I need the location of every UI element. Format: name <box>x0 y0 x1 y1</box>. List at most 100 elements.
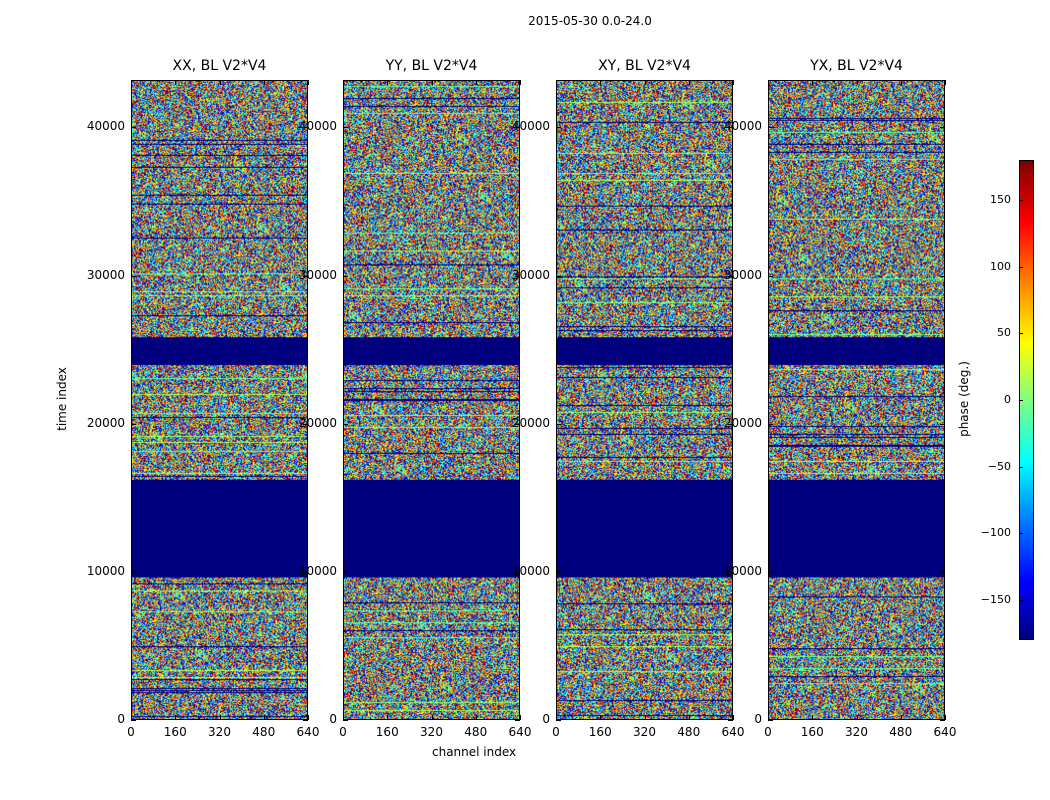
heatmap-panel-yy <box>343 80 520 720</box>
colorbar-tick-label: 100 <box>990 259 1011 273</box>
heatmap-panel-xy <box>556 80 733 720</box>
x-tick-label: 480 <box>889 725 913 739</box>
y-tick-label: 10000 <box>298 563 337 578</box>
colorbar-tick-mark <box>1019 467 1023 468</box>
y-tick-mark <box>131 276 136 277</box>
heatmap-panel-yx <box>768 80 945 720</box>
colorbar-tick-label: −100 <box>980 526 1011 540</box>
colorbar-tick-mark <box>1019 200 1023 201</box>
x-tick-mark <box>901 715 902 720</box>
y-tick-mark <box>131 424 136 425</box>
y-tick-mark <box>515 720 520 721</box>
x-tick-mark <box>220 80 221 85</box>
y-tick-mark <box>303 572 308 573</box>
x-tick-label: 480 <box>464 725 488 739</box>
y-tick-label: 30000 <box>511 267 550 282</box>
x-tick-mark <box>556 80 557 85</box>
x-tick-mark <box>343 80 344 85</box>
y-tick-mark <box>940 276 945 277</box>
x-tick-label: 320 <box>633 725 656 739</box>
x-tick-mark <box>733 715 734 720</box>
colorbar-tick-label: −150 <box>980 593 1011 606</box>
colorbar-tick-mark <box>1019 333 1023 334</box>
x-tick-label: 0 <box>127 725 135 739</box>
x-tick-label: 320 <box>420 725 443 739</box>
x-tick-mark <box>689 715 690 720</box>
y-tick-label: 0 <box>117 712 125 726</box>
x-tick-mark <box>175 80 176 85</box>
x-tick-mark <box>812 715 813 720</box>
x-tick-mark <box>689 80 690 85</box>
x-tick-mark <box>901 80 902 85</box>
figure-title: 2015-05-30 0.0-24.0 <box>528 14 652 28</box>
y-tick-mark <box>515 424 520 425</box>
y-tick-mark <box>940 127 945 128</box>
colorbar-tick-mark <box>1019 533 1023 534</box>
x-tick-mark <box>645 715 646 720</box>
panel-title-yx: YX, BL V2*V4 <box>810 58 903 74</box>
y-tick-mark <box>556 127 561 128</box>
colorbar-tick-mark <box>1019 600 1023 601</box>
x-tick-label: 480 <box>252 725 276 739</box>
x-tick-label: 640 <box>508 725 532 739</box>
x-tick-label: 160 <box>375 725 399 739</box>
y-tick-mark <box>131 572 136 573</box>
x-tick-mark <box>343 715 344 720</box>
y-tick-mark <box>768 720 773 721</box>
y-tick-label: 10000 <box>511 563 550 578</box>
heatmap-panel-xx <box>131 80 308 720</box>
y-tick-mark <box>556 572 561 573</box>
x-tick-mark <box>131 80 132 85</box>
y-tick-mark <box>343 424 348 425</box>
y-tick-mark <box>343 127 348 128</box>
y-tick-mark <box>728 572 733 573</box>
x-tick-mark <box>520 715 521 720</box>
y-tick-mark <box>556 276 561 277</box>
y-tick-mark <box>515 572 520 573</box>
heatmap-image-yx <box>769 81 944 719</box>
y-tick-mark <box>303 720 308 721</box>
colorbar-tick-label: −50 <box>987 459 1011 473</box>
y-tick-mark <box>343 276 348 277</box>
y-tick-mark <box>768 276 773 277</box>
y-tick-mark <box>728 276 733 277</box>
y-tick-mark <box>940 720 945 721</box>
x-tick-mark <box>768 715 769 720</box>
x-tick-mark <box>264 80 265 85</box>
panel-title-xy: XY, BL V2*V4 <box>598 58 691 74</box>
x-tick-mark <box>645 80 646 85</box>
panel-title-xx: XX, BL V2*V4 <box>172 58 267 74</box>
x-tick-label: 480 <box>677 725 701 739</box>
y-tick-label: 10000 <box>86 563 125 578</box>
x-tick-mark <box>308 715 309 720</box>
x-tick-mark <box>857 715 858 720</box>
x-tick-label: 0 <box>764 725 772 739</box>
x-tick-mark <box>556 715 557 720</box>
x-tick-label: 640 <box>933 725 957 739</box>
heatmap-image-xy <box>557 81 732 719</box>
y-tick-mark <box>303 127 308 128</box>
x-tick-mark <box>768 80 769 85</box>
y-tick-label: 10000 <box>723 563 762 578</box>
x-tick-mark <box>733 80 734 85</box>
x-tick-label: 160 <box>163 725 187 739</box>
x-tick-mark <box>264 715 265 720</box>
y-tick-mark <box>303 276 308 277</box>
y-tick-mark <box>515 127 520 128</box>
y-tick-mark <box>343 720 348 721</box>
y-tick-label: 0 <box>754 712 762 726</box>
y-tick-label: 40000 <box>86 119 125 134</box>
x-tick-mark <box>220 715 221 720</box>
y-tick-label: 40000 <box>298 119 337 134</box>
y-tick-mark <box>768 572 773 573</box>
x-tick-mark <box>600 715 601 720</box>
colorbar-tick-label: 50 <box>997 326 1011 340</box>
y-tick-mark <box>728 720 733 721</box>
y-tick-label: 30000 <box>86 267 125 282</box>
x-tick-label: 640 <box>296 725 320 739</box>
y-tick-label: 20000 <box>298 415 337 430</box>
y-tick-label: 20000 <box>511 415 550 430</box>
colorbar-tick-mark <box>1019 400 1023 401</box>
y-tick-mark <box>515 276 520 277</box>
